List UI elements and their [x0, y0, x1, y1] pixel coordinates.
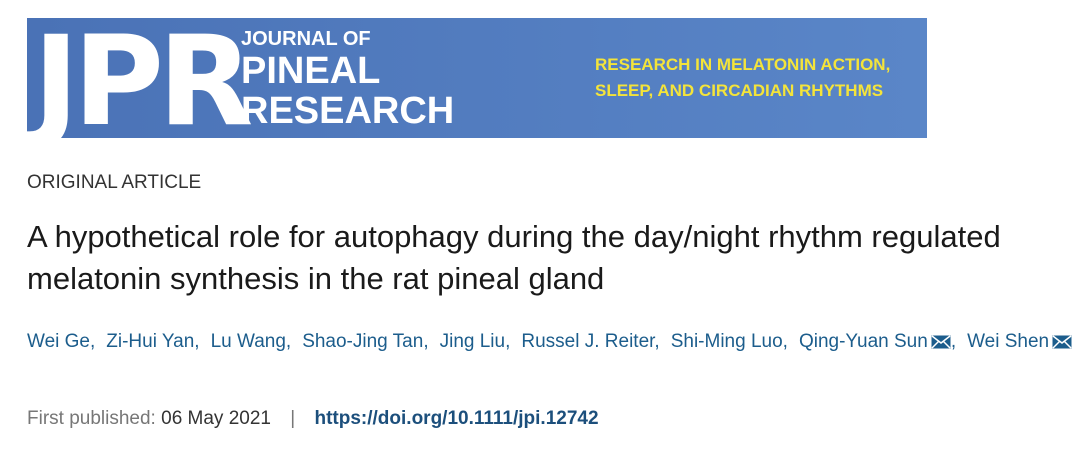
author-name[interactable]: Qing-Yuan Sun: [798, 331, 928, 352]
author: Wei Ge,: [27, 331, 95, 352]
tagline-line: RESEARCH IN MELATONIN ACTION,: [595, 55, 891, 74]
author-list: Wei Ge, Zi-Hui Yan, Lu Wang, Shao-Jing Tan,…: [27, 326, 1072, 357]
publication-info: First published: 06 May 2021 | https://d…: [27, 408, 599, 430]
published-label: First published:: [27, 408, 156, 429]
doi-link[interactable]: https://doi.org/10.1111/jpi.12742: [314, 408, 599, 429]
article-title: A hypothetical role for autophagy during…: [27, 219, 1001, 296]
author: Shi-Ming Luo,: [671, 331, 788, 352]
author: Jing Liu,: [440, 331, 511, 352]
author-name[interactable]: Jing Liu,: [439, 331, 511, 352]
tagline-line: SLEEP, AND CIRCADIAN RHYTHMS: [595, 81, 884, 100]
journal-line: RESEARCH: [241, 90, 455, 132]
journal-banner[interactable]: JPR JOURNAL OF PINEAL RESEARCH RESEARCH …: [27, 18, 927, 138]
article-type: ORIGINAL ARTICLE: [27, 172, 202, 193]
author-name[interactable]: Zi-Hui Yan,: [106, 331, 200, 352]
author-name[interactable]: Shao-Jing Tan,: [302, 331, 429, 352]
author: Qing-Yuan Sun,: [799, 331, 956, 352]
logo: JPR: [33, 18, 253, 138]
author-name[interactable]: Shi-Ming Luo,: [670, 331, 788, 352]
published-date: 06 May 2021: [161, 408, 271, 429]
envelope-lines: [931, 335, 951, 349]
tagline: RESEARCH IN MELATONIN ACTION, SLEEP, AND…: [595, 52, 890, 104]
author: Lu Wang,: [211, 331, 292, 352]
author-separator: ,: [950, 331, 957, 352]
separator: |: [290, 408, 296, 429]
journal-line: PINEAL: [241, 50, 381, 92]
author-name[interactable]: Russel J. Reiter,: [521, 331, 660, 352]
email-icon[interactable]: [1052, 335, 1072, 349]
journal-name: JOURNAL OF PINEAL RESEARCH: [241, 28, 454, 131]
envelope-lines: [1052, 335, 1072, 349]
author-name[interactable]: Wei Ge,: [27, 331, 96, 352]
author: Zi-Hui Yan,: [106, 331, 199, 352]
author: Russel J. Reiter,: [521, 331, 659, 352]
journal-line: JOURNAL OF: [241, 28, 371, 50]
author-name[interactable]: Lu Wang,: [210, 331, 292, 352]
author: Wei Shen: [967, 331, 1072, 352]
author-name[interactable]: Wei Shen: [967, 331, 1050, 352]
email-icon[interactable]: [931, 335, 951, 349]
author: Shao-Jing Tan,: [302, 331, 428, 352]
